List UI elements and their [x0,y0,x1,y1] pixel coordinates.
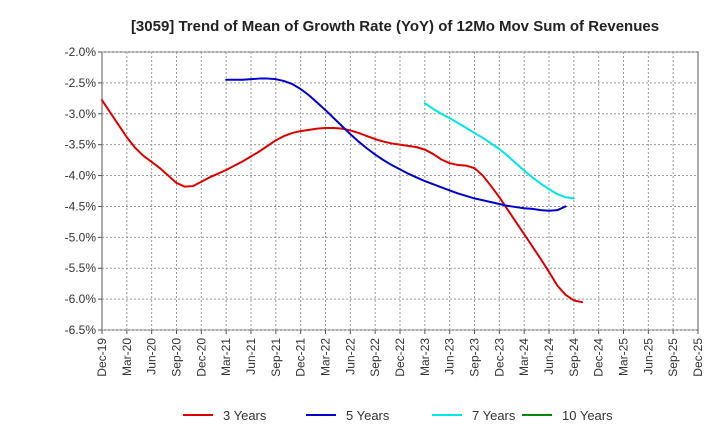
y-tick-label: -4.0% [65,169,97,183]
x-tick-label: Dec-24 [592,338,606,377]
x-tick-label: Mar-24 [517,338,531,376]
x-tick-label: Mar-20 [120,338,134,376]
x-tick-label: Dec-20 [194,338,208,377]
x-tick-label: Mar-22 [319,338,333,376]
series-line-3-years [101,99,584,304]
x-tick-label: Sep-25 [666,338,680,377]
x-tick-label: Jun-24 [542,338,556,375]
y-tick-label: -3.5% [65,138,97,152]
y-tick-label: -3.0% [65,107,97,121]
x-tick-label: Sep-20 [170,338,184,377]
x-tick-label: Sep-21 [269,338,283,377]
y-tick-label: -6.5% [65,323,97,337]
x-tick-label: Dec-23 [492,338,506,377]
y-tick-label: -6.0% [65,292,97,306]
legend: 3 Years 5 Years 7 Years 10 Years [183,408,613,423]
x-tick-label: Dec-19 [95,338,109,377]
legend-label-7-years: 7 Years [472,408,516,423]
x-tick-label: Dec-22 [393,338,407,377]
legend-label-3-years: 3 Years [223,408,267,423]
x-tick-label: Sep-23 [468,338,482,377]
x-tick-label: Mar-25 [617,338,631,376]
x-tick-label: Jun-20 [145,338,159,375]
x-tick-label: Jun-22 [343,338,357,375]
y-tick-label: -2.0% [65,45,97,59]
plot-area [101,51,699,331]
x-tick-label: Dec-25 [691,338,705,377]
x-tick-label: Sep-24 [567,338,581,377]
chart-title: [3059] Trend of Mean of Growth Rate (YoY… [131,18,659,35]
x-axis: Dec-19 Mar-20 Jun-20 Sep-20 Dec-20 Mar-21 Jun-… [95,330,705,377]
x-tick-label: Jun-23 [443,338,457,375]
y-tick-label: -5.0% [65,230,97,244]
x-tick-label: Jun-21 [244,338,258,375]
series-line-7-years [423,102,575,200]
x-tick-label: Mar-21 [219,338,233,376]
x-tick-label: Jun-25 [641,338,655,375]
legend-label-5-years: 5 Years [346,408,390,423]
legend-label-10-years: 10 Years [562,408,613,423]
x-tick-label: Dec-21 [294,338,308,377]
y-axis: -2.0% -2.5% -3.0% -3.5% -4.0% -4.5% -5.0% -5.5%… [65,45,102,337]
series-lines [101,77,584,304]
y-tick-label: -2.5% [65,76,97,90]
x-tick-label: Mar-23 [418,338,432,376]
y-tick-label: -5.5% [65,261,97,275]
y-tick-label: -4.5% [65,199,97,213]
x-tick-label: Sep-22 [368,338,382,377]
series-line-5-years [225,77,567,212]
